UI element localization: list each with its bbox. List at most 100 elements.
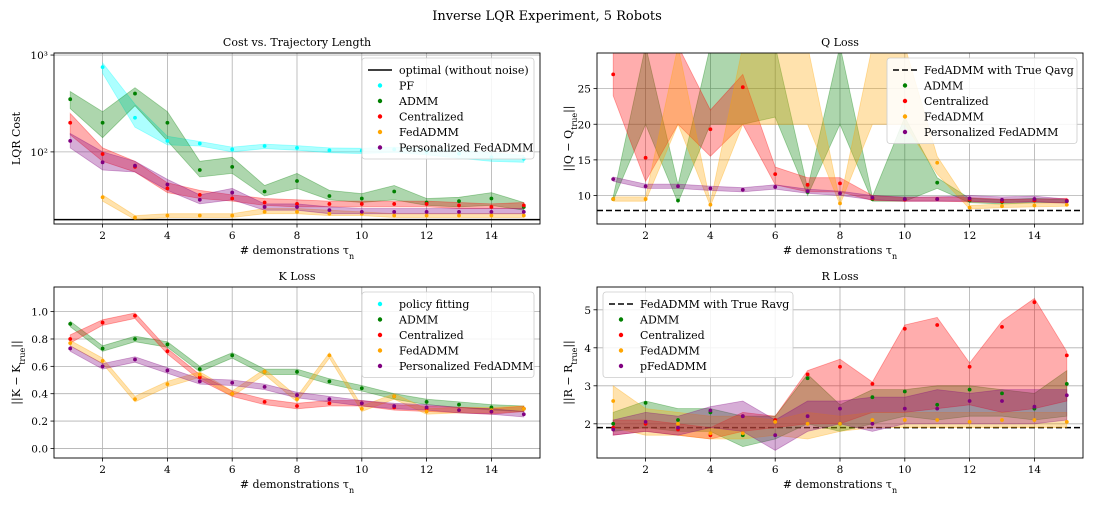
data-point: [1000, 325, 1004, 329]
data-point: [392, 213, 397, 218]
data-point: [805, 189, 810, 194]
x-tick-label: 10: [898, 230, 911, 242]
data-point: [708, 431, 713, 436]
x-tick-label: 4: [707, 464, 714, 476]
data-point: [327, 379, 332, 384]
legend-swatch-dot: [377, 129, 383, 135]
x-tick-label: 10: [355, 464, 368, 476]
data-point: [359, 386, 364, 391]
data-point: [359, 196, 364, 201]
data-point: [100, 358, 105, 363]
y-tick-label: 10²: [30, 147, 48, 159]
data-point: [967, 196, 972, 201]
data-point: [643, 184, 648, 189]
data-point: [165, 342, 170, 347]
data-point: [197, 367, 202, 371]
data-point: [1032, 418, 1037, 422]
data-point: [424, 210, 429, 214]
y-tick-label: 10: [578, 191, 591, 203]
y-tick-label: 0.2: [31, 416, 48, 428]
data-point: [359, 202, 364, 206]
legend-label: Centralized: [924, 95, 989, 108]
data-point: [1000, 204, 1004, 209]
data-point: [295, 210, 299, 214]
data-point: [489, 213, 494, 218]
data-point: [100, 160, 105, 165]
data-point: [1064, 420, 1069, 424]
y-tick-label: 0.6: [31, 361, 48, 373]
data-point: [165, 182, 170, 187]
data-point: [708, 186, 713, 191]
data-point: [643, 420, 648, 424]
data-point: [230, 147, 235, 152]
legend-label: optimal (without noise): [399, 64, 529, 77]
data-point: [68, 120, 73, 125]
legend-label: FedADMM: [924, 111, 984, 124]
data-point: [262, 210, 267, 214]
x-tick-label: 8: [837, 230, 844, 242]
legend-swatch-dot: [377, 332, 383, 338]
data-point: [230, 164, 235, 169]
y-tick-label: 5: [584, 305, 591, 317]
data-point: [870, 395, 875, 400]
data-point: [457, 210, 461, 214]
y-tick-label: 4: [584, 343, 591, 355]
data-point: [838, 421, 842, 426]
data-point: [1032, 300, 1037, 305]
chart-panel-1: 2 4 6 8 10 12 14 10² 10³ Cost vs. Trajectory Leng…: [10, 36, 541, 261]
data-point: [295, 179, 299, 183]
data-point: [740, 414, 745, 419]
data-point: [457, 199, 461, 204]
data-point: [457, 203, 461, 208]
data-point: [359, 210, 364, 214]
data-point: [1064, 202, 1069, 207]
data-point: [327, 208, 332, 213]
legend-label: pFedADMM: [640, 360, 707, 373]
data-point: [489, 196, 494, 201]
legend-swatch-dot: [377, 145, 383, 150]
legend-box: [602, 291, 794, 378]
data-point: [133, 215, 137, 220]
data-point: [230, 391, 235, 396]
legend-label: Centralized: [399, 111, 464, 124]
data-point: [262, 369, 267, 374]
data-point: [521, 210, 526, 214]
y-tick-label: 2: [584, 419, 591, 431]
data-point: [740, 431, 745, 436]
legend-label: policy fitting: [399, 298, 469, 311]
data-point: [68, 346, 73, 351]
y-tick-label: 10³: [30, 50, 48, 62]
data-point: [935, 180, 940, 185]
x-tick-label: 6: [772, 230, 779, 242]
y-axis-label: ||Q − Qtrue||: [562, 105, 579, 171]
data-point: [902, 197, 907, 201]
series-band: [69, 320, 525, 412]
data-point: [457, 213, 461, 218]
legend-box: [361, 291, 535, 378]
y-tick-label: 0.0: [31, 443, 48, 455]
data-point: [521, 213, 526, 218]
x-axis-label: # demonstrations τn: [783, 244, 897, 261]
y-tick-label: 1.0: [31, 307, 48, 319]
legend-swatch-dot: [377, 363, 383, 369]
legend-box: [886, 57, 1078, 144]
x-tick-label: 10: [355, 230, 368, 242]
data-point: [489, 205, 494, 209]
data-point: [295, 393, 299, 397]
data-point: [133, 357, 137, 362]
x-tick-label: 12: [963, 464, 976, 476]
x-tick-label: 6: [229, 464, 236, 476]
x-tick-label: 14: [485, 464, 499, 476]
data-point: [392, 202, 397, 206]
data-point: [773, 185, 778, 189]
data-point: [611, 197, 616, 201]
data-point: [262, 200, 267, 205]
data-point: [805, 372, 810, 377]
data-point: [521, 406, 526, 411]
data-point: [870, 195, 875, 200]
data-point: [902, 418, 907, 422]
data-point: [295, 369, 299, 374]
data-point: [100, 65, 105, 70]
legend-swatch-dot: [618, 348, 624, 353]
data-point: [327, 211, 332, 216]
